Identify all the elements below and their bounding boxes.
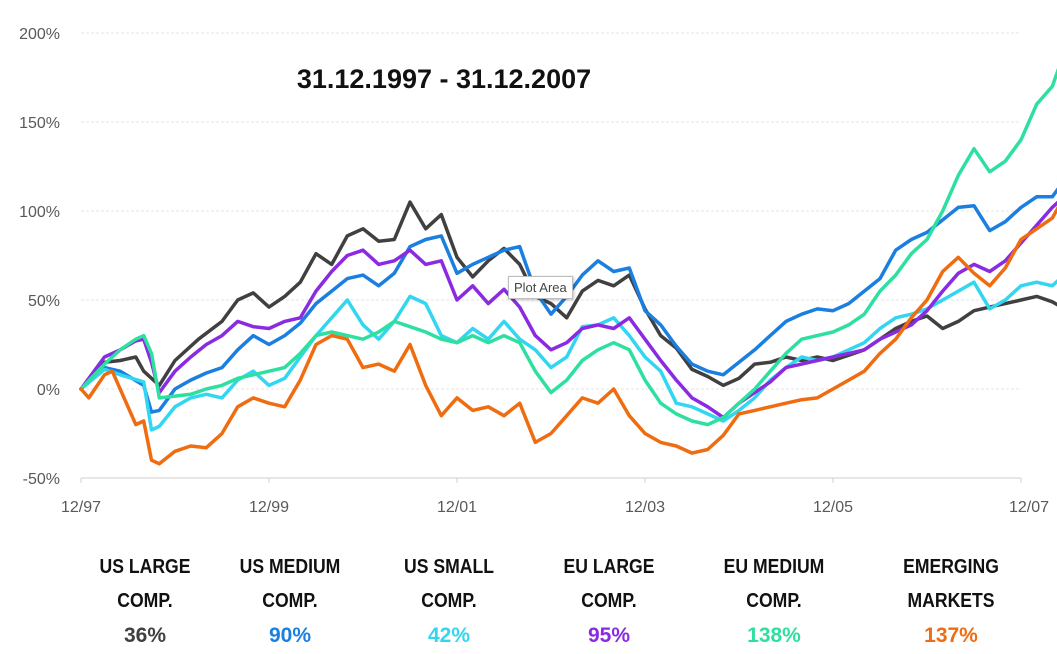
x-tick-label: 12/97 <box>61 499 101 516</box>
y-tick-label: 50% <box>28 293 60 310</box>
plot-area-tooltip: Plot Area <box>508 276 573 299</box>
x-tick-label: 12/03 <box>625 499 665 516</box>
x-tick-label: 12/07 <box>1009 499 1049 516</box>
legend-item-us-medium-comp: US MEDIUM COMP. 90% <box>215 550 365 654</box>
y-tick-label: 200% <box>19 26 60 43</box>
legend-label: COMP. <box>421 590 477 612</box>
chart-title: 31.12.1997 - 31.12.2007 <box>297 64 591 94</box>
legend-value: 42% <box>427 624 471 647</box>
legend-label: EU MEDIUM <box>723 556 825 578</box>
legend-value: 95% <box>587 624 631 647</box>
legend-label: COMP. <box>746 590 802 612</box>
legend-value: 90% <box>268 624 312 647</box>
legend-label: EMERGING <box>903 556 999 578</box>
legend-label: US MEDIUM <box>239 556 341 578</box>
line-chart: 200% 150% 100% 50% 0% -50%12/97 12/99 12/01 12/0… <box>19 26 1057 516</box>
legend-label: US LARGE <box>99 556 191 578</box>
y-tick-label: 150% <box>19 115 60 132</box>
series-line-eu-medium-comp <box>79 67 1057 427</box>
legend-label: COMP. <box>117 590 173 612</box>
legend-label: COMP. <box>581 590 637 612</box>
legend-item-emerging-markets: EMERGING MARKETS 137% <box>876 550 1026 654</box>
legend-item-eu-medium-comp: EU MEDIUM COMP. 138% <box>699 550 849 654</box>
legend-value: 36% <box>123 624 167 647</box>
chart-legend: US LARGE COMP. 36% US MEDIUM COMP. 90% US SMAL… <box>60 550 1050 647</box>
series-line-us-large-comp <box>79 200 1057 391</box>
legend-label: COMP. <box>262 590 318 612</box>
legend-value: 138% <box>747 624 801 647</box>
x-tick-label: 12/05 <box>813 499 853 516</box>
series-line-us-medium-comp <box>79 187 1057 414</box>
legend-item-us-small-comp: US SMALL COMP. 42% <box>374 550 524 654</box>
y-tick-label: -50% <box>23 471 60 488</box>
x-tick-label: 12/99 <box>249 499 289 516</box>
legend-item-us-large-comp: US LARGE COMP. 36% <box>70 550 220 654</box>
legend-label: MARKETS <box>907 590 995 612</box>
y-tick-label: 100% <box>19 204 60 221</box>
series-line-eu-large-comp <box>79 200 1057 420</box>
y-tick-label: 0% <box>37 382 60 399</box>
legend-label: US SMALL <box>404 556 494 578</box>
gridlines <box>81 32 1021 479</box>
legend-label: EU LARGE <box>563 556 655 578</box>
x-tick-label: 12/01 <box>437 499 477 516</box>
series-line-emerging-markets <box>79 205 1057 466</box>
chart-series <box>79 67 1057 466</box>
legend-item-eu-large-comp: EU LARGE COMP. 95% <box>534 550 684 654</box>
chart-axes: 200% 150% 100% 50% 0% -50%12/97 12/99 12/01 12/0… <box>19 26 1049 516</box>
legend-value: 137% <box>924 624 978 647</box>
